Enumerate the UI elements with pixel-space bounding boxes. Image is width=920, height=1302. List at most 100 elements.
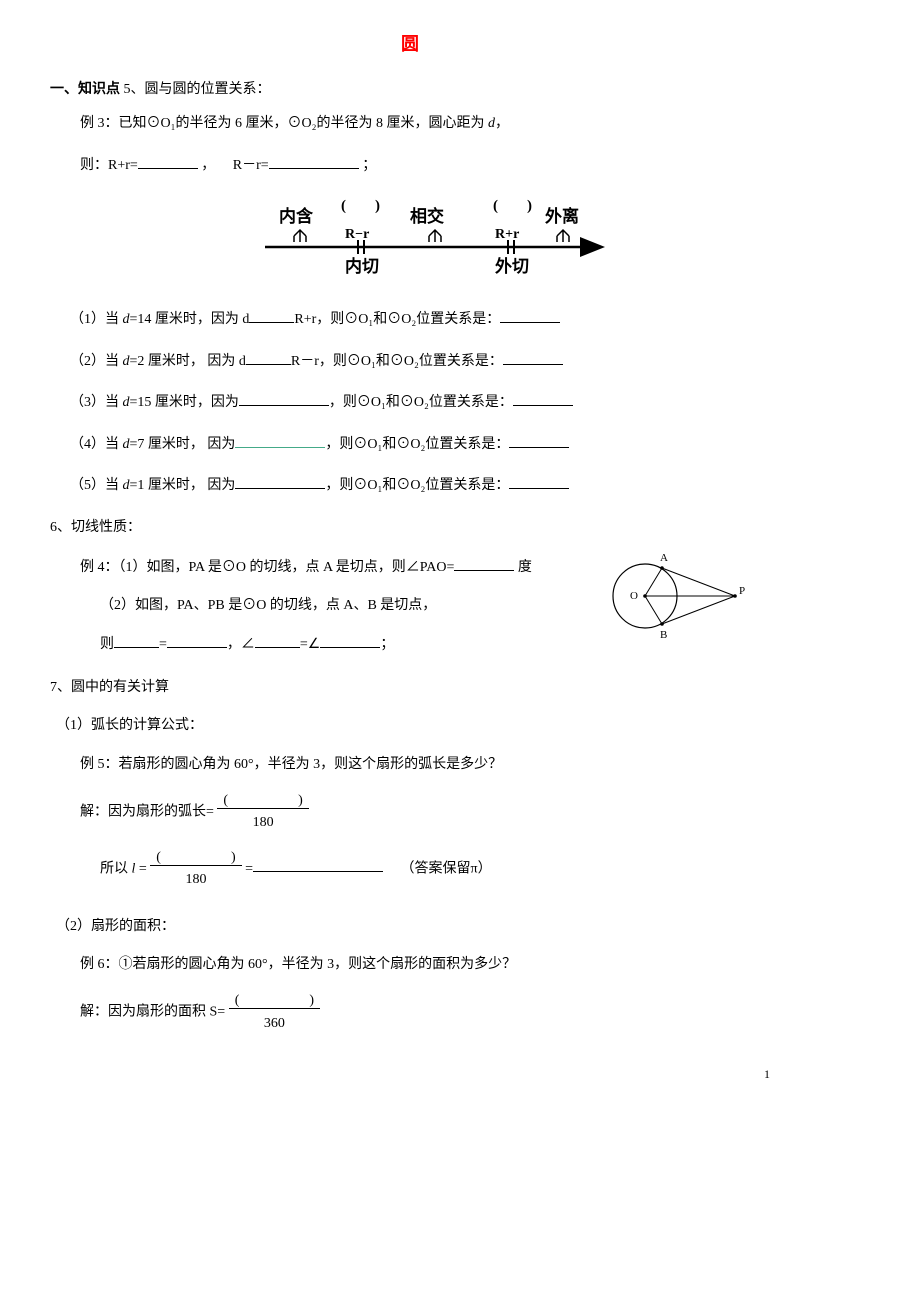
label-wailin: 外离 (545, 206, 579, 226)
q4-mid: ，则⊙O₁和⊙O₂位置关系是： (325, 437, 509, 452)
ex4-blank-b (167, 633, 227, 648)
blank-Rpr (138, 154, 198, 169)
Rmr-label: R－r= (233, 158, 269, 173)
label-neihan: 内含 (279, 206, 314, 226)
q3-d: d (123, 395, 130, 410)
deg-label: 度 (518, 560, 532, 575)
label-P: P (739, 585, 745, 597)
pi-note: （答案保留π） (401, 861, 492, 876)
q4-blank1 (235, 433, 325, 448)
q1-d: d (123, 312, 130, 327)
q4-d: d (123, 437, 130, 452)
label-waiqie: 外切 (495, 256, 529, 276)
svg-text:(: ( (493, 198, 498, 214)
number-line-diagram: ( ) ( ) 内含 相交 外离 R−r R+r 内切 外切 (100, 192, 770, 290)
l-var: l (132, 861, 136, 876)
q1-mid: R+r，则⊙O₁和⊙O₂位置关系是： (294, 312, 500, 327)
frac2-num: ( ) (150, 850, 241, 866)
q4-val: =7 厘米时， 因为 (130, 437, 236, 452)
sol5a-label: 解：因为扇形的弧长= (80, 805, 214, 820)
ex4b-text: （2）如图，PA、PB 是⊙O 的切线，点 A、B 是切点， (100, 598, 436, 613)
label-xiangjiao: 相交 (410, 206, 444, 226)
q3-blank2 (513, 391, 573, 406)
frac-2: ( ) 180 (150, 847, 241, 892)
q5-pre: （5）当 (70, 478, 119, 493)
point-7: 7、圆中的有关计算 (50, 677, 770, 699)
sol5b: 所以 l = ( ) 180 = （答案保留π） (100, 847, 770, 892)
ex3-text: 例 3：已知⊙O₁的半径为 6 厘米，⊙O₂的半径为 8 厘米，圆心距为 (80, 116, 484, 131)
doc-title: 圆 (50, 30, 770, 59)
label-neiqie: 内切 (345, 256, 379, 276)
frac1-num: ( ) (217, 793, 308, 809)
eq-l2: = (245, 861, 253, 876)
q4-blank2 (509, 433, 569, 448)
ex3-then: 则：R+r= ， R－r= ； (80, 154, 770, 177)
sub-7-1: （1）弧长的计算公式： (56, 715, 770, 737)
example-4-wrap: 例 4：（1）如图，PA 是⊙O 的切线，点 A 是切点，则∠PAO= 度 （2… (50, 556, 770, 657)
frac-3: ( ) 360 (229, 990, 320, 1035)
q2-val: =2 厘米时， 因为 d (130, 354, 246, 369)
frac2-den: 180 (179, 872, 212, 887)
semi: ； (362, 158, 376, 173)
sep: ， (201, 158, 215, 173)
svg-text:): ) (375, 198, 380, 214)
q3-pre: （3）当 (70, 395, 119, 410)
eq-l: = (139, 861, 147, 876)
point-6: 6、切线性质： (50, 517, 770, 539)
sub-7-2: （2）扇形的面积： (56, 916, 770, 938)
q5: （5）当 d=1 厘米时， 因为 ，则⊙O₁和⊙O₂位置关系是： (70, 474, 770, 497)
q1-val: =14 厘米时，因为 d (130, 312, 250, 327)
eq1: = (159, 637, 167, 652)
frac1-den: 180 (247, 815, 280, 830)
frac3-den: 360 (258, 1016, 291, 1031)
sol5a: 解：因为扇形的弧长= ( ) 180 (80, 790, 770, 835)
angle1: ，∠ (227, 637, 255, 652)
q2-pre: （2）当 (70, 354, 119, 369)
q5-blank1 (235, 474, 325, 489)
q5-d: d (123, 478, 130, 493)
label-A: A (660, 552, 668, 564)
var-d: d (488, 116, 495, 131)
q1-blank1 (249, 308, 294, 323)
page-number: 1 (50, 1065, 770, 1084)
svg-text:): ) (527, 198, 532, 214)
ex4-blank-c (255, 633, 300, 648)
q2-mid: R－r，则⊙O₁和⊙O₂位置关系是： (291, 354, 503, 369)
frac3-num: ( ) (229, 993, 320, 1009)
q2-blank2 (503, 350, 563, 365)
q5-val: =1 厘米时， 因为 (130, 478, 236, 493)
label-O: O (630, 590, 638, 602)
example-6: 例 6：①若扇形的圆心角为 60°，半径为 3，则这个扇形的面积为多少？ (80, 954, 770, 976)
svg-text:(: ( (341, 198, 346, 214)
q2-d: d (123, 354, 130, 369)
q1: （1）当 d=14 厘米时，因为 dR+r，则⊙O₁和⊙O₂位置关系是： (70, 308, 770, 331)
ex4-blank-a (114, 633, 159, 648)
Rpr-label: 则：R+r= (80, 158, 138, 173)
sol6-label: 解：因为扇形的面积 S= (80, 1005, 225, 1020)
section-1: 一、知识点 5、圆与圆的位置关系： (50, 79, 770, 101)
q5-blank2 (509, 474, 569, 489)
eq2: =∠ (300, 637, 320, 652)
q2-blank1 (246, 350, 291, 365)
label-Rpr: R+r (495, 227, 519, 242)
q3-val: =15 厘米时，因为 (130, 395, 239, 410)
q3-mid: ，则⊙O₁和⊙O₂位置关系是： (329, 395, 513, 410)
blank-Rmr (269, 154, 359, 169)
tangent-figure: A B O P (600, 546, 750, 654)
point-5-label: 5、圆与圆的位置关系： (124, 82, 271, 97)
ex4-blank-d (320, 633, 380, 648)
q4: （4）当 d=7 厘米时， 因为 ，则⊙O₁和⊙O₂位置关系是： (70, 433, 770, 456)
q4-pre: （4）当 (70, 437, 119, 452)
sol6: 解：因为扇形的面积 S= ( ) 360 (80, 990, 770, 1035)
q2: （2）当 d=2 厘米时， 因为 d R－r，则⊙O₁和⊙O₂位置关系是： (70, 350, 770, 373)
example-5: 例 5：若扇形的圆心角为 60°，半径为 3，则这个扇形的弧长是多少？ (80, 754, 770, 776)
q1-blank2 (500, 308, 560, 323)
q5-mid: ，则⊙O₁和⊙O₂位置关系是： (325, 478, 509, 493)
ex4a-blank (454, 556, 514, 571)
ex4a-text: 例 4：（1）如图，PA 是⊙O 的切线，点 A 是切点，则∠PAO= (80, 560, 454, 575)
ex4-semi: ； (380, 637, 394, 652)
heading-1: 一、知识点 (50, 82, 120, 97)
q3: （3）当 d=15 厘米时，因为 ，则⊙O₁和⊙O₂位置关系是： (70, 391, 770, 414)
label-Rmr: R−r (345, 227, 369, 242)
example-3: 例 3：已知⊙O₁的半径为 6 厘米，⊙O₂的半径为 8 厘米，圆心距为 d， (80, 113, 770, 135)
